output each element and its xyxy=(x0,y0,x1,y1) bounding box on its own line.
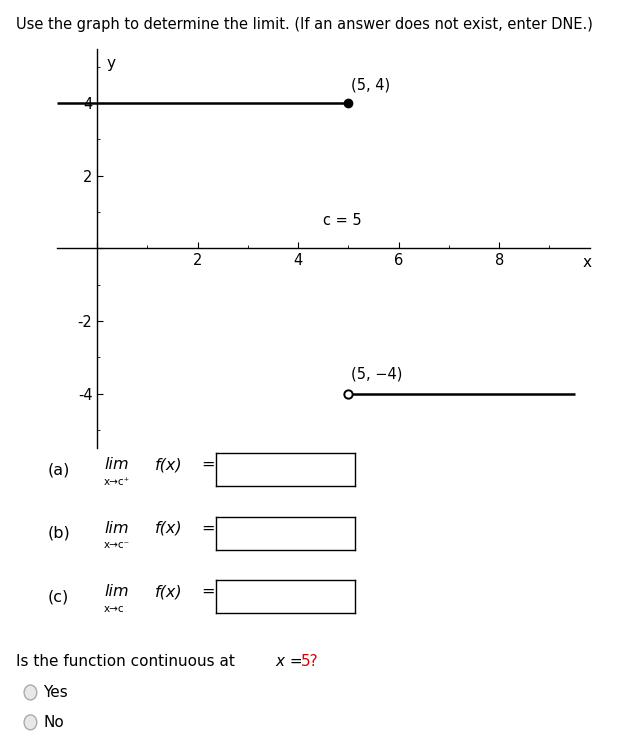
Text: lim: lim xyxy=(105,457,129,472)
Text: (5, 4): (5, 4) xyxy=(351,77,390,92)
Text: 5?: 5? xyxy=(301,654,318,669)
Text: f(x): f(x) xyxy=(155,457,183,472)
Text: (a): (a) xyxy=(48,462,70,477)
Text: f(x): f(x) xyxy=(155,584,183,599)
Text: Use the graph to determine the limit. (If an answer does not exist, enter DNE.): Use the graph to determine the limit. (I… xyxy=(16,17,593,32)
Text: y: y xyxy=(107,56,116,71)
Text: (b): (b) xyxy=(48,526,70,541)
Text: No: No xyxy=(43,715,64,730)
Text: =: = xyxy=(202,521,215,536)
Text: c = 5: c = 5 xyxy=(323,213,362,228)
Text: f(x): f(x) xyxy=(155,521,183,536)
Text: lim: lim xyxy=(105,584,129,599)
Text: x: x xyxy=(276,654,285,669)
Text: x: x xyxy=(583,255,592,270)
Text: =: = xyxy=(285,654,307,669)
Text: lim: lim xyxy=(105,521,129,536)
Text: (5, −4): (5, −4) xyxy=(351,367,403,382)
Text: =: = xyxy=(202,457,215,472)
Text: Yes: Yes xyxy=(43,685,68,700)
Text: Is the function continuous at: Is the function continuous at xyxy=(16,654,245,669)
Text: x→c⁻: x→c⁻ xyxy=(103,540,129,551)
Text: =: = xyxy=(202,584,215,599)
Text: (c): (c) xyxy=(48,589,69,604)
Text: x→c: x→c xyxy=(103,604,124,614)
Text: x→c⁺: x→c⁺ xyxy=(103,477,129,487)
